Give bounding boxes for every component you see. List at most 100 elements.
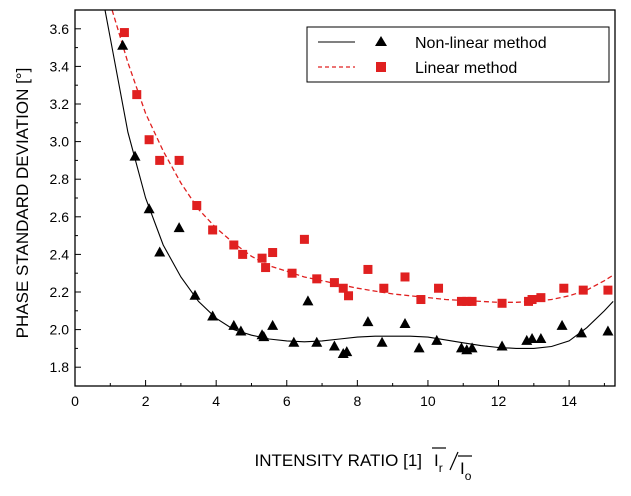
triangle-marker	[602, 325, 614, 336]
legend-label-non-linear: Non-linear method	[415, 35, 547, 52]
triangle-marker	[302, 295, 314, 306]
triangle-marker	[288, 336, 300, 347]
square-marker	[456, 296, 466, 306]
y-tick-label: 3.4	[50, 58, 70, 74]
square-marker	[155, 155, 165, 165]
square-marker	[578, 285, 588, 295]
triangle-marker	[173, 222, 185, 233]
y-tick-label: 2.0	[50, 322, 70, 338]
triangle-marker	[154, 246, 166, 257]
legend-item-non-linear: Non-linear method	[318, 35, 547, 52]
square-marker	[268, 248, 278, 258]
square-marker	[338, 283, 348, 293]
triangle-marker	[235, 325, 247, 336]
legend-label-linear: Linear method	[415, 60, 517, 77]
square-marker	[467, 296, 477, 306]
formula-i-o: I	[460, 459, 465, 478]
square-marker	[559, 283, 569, 293]
y-axis-title: PHASE STANDARD DEVIATION [°]	[13, 68, 32, 339]
formula-slash	[449, 451, 459, 471]
square-marker	[174, 155, 184, 165]
data-markers	[117, 28, 614, 359]
formula-numerator: Ir	[434, 451, 443, 475]
x-tick-label: 8	[353, 393, 361, 409]
triangle-marker	[556, 319, 568, 330]
square-marker	[363, 264, 373, 274]
formula-denominator: Io	[460, 459, 472, 483]
triangle-marker	[341, 346, 353, 357]
square-marker	[299, 234, 309, 244]
triangle-marker	[535, 333, 547, 343]
legend-box	[306, 26, 610, 83]
x-tick-label: 10	[420, 393, 436, 409]
triangle-marker	[228, 319, 240, 330]
triangle-marker	[129, 150, 141, 161]
triangle-marker	[399, 317, 411, 328]
fit-line-non-linear	[104, 9, 614, 349]
x-tick-label: 14	[561, 393, 577, 409]
square-marker	[238, 249, 248, 259]
square-marker	[229, 240, 239, 250]
triangle-marker	[362, 316, 374, 327]
triangle-marker	[376, 336, 388, 347]
y-tick-label: 3.6	[50, 21, 70, 37]
triangle-marker	[207, 310, 219, 321]
triangle-marker	[575, 327, 587, 338]
square-marker	[144, 135, 154, 145]
square-marker	[261, 263, 271, 273]
triangle-marker	[328, 340, 340, 351]
triangle-marker	[311, 336, 323, 347]
square-marker	[462, 296, 472, 306]
formula-sub-o: o	[465, 469, 472, 483]
y-tick-label: 1.8	[50, 359, 70, 375]
square-marker	[119, 28, 129, 38]
triangle-marker	[189, 289, 201, 300]
square-marker	[329, 278, 339, 288]
square-marker	[603, 285, 613, 295]
triangle-marker	[117, 39, 129, 50]
y-tick-label: 2.2	[50, 284, 70, 300]
square-marker	[497, 298, 507, 308]
triangle-marker	[431, 334, 443, 345]
triangle-marker	[267, 319, 279, 330]
legend-item-linear: Linear method	[318, 60, 517, 77]
legend-square-icon	[376, 62, 386, 72]
triangle-marker	[496, 340, 508, 351]
square-marker	[416, 295, 426, 305]
legend-triangle-icon	[375, 36, 387, 46]
tick-labels: 0 2 4 6 8 10 12 14 1.8 2.0 2.2 2.4 2.6 2.8 3.0 3.2 3.4 3.…	[50, 21, 578, 409]
triangle-marker	[258, 331, 270, 342]
x-tick-label: 4	[212, 393, 220, 409]
triangle-marker	[466, 342, 478, 353]
formula-i-r: I	[434, 451, 439, 470]
square-marker	[192, 201, 202, 211]
y-tick-label: 3.0	[50, 134, 70, 150]
triangle-marker	[143, 203, 155, 214]
y-tick-label: 2.4	[50, 246, 70, 262]
square-marker	[208, 225, 218, 235]
square-marker	[132, 90, 142, 100]
x-tick-label: 2	[142, 393, 150, 409]
square-marker	[257, 253, 267, 263]
square-marker	[400, 272, 410, 282]
x-tick-label: 12	[491, 393, 507, 409]
x-axis-title: INTENSITY RATIO [1]	[254, 451, 422, 470]
square-marker	[287, 268, 297, 278]
plot-frame	[74, 9, 616, 387]
square-marker	[434, 283, 444, 293]
x-axis-formula: Ir Io	[432, 447, 472, 483]
triangle-marker	[526, 333, 538, 343]
square-marker	[344, 291, 354, 301]
square-marker	[379, 283, 389, 293]
formula-sub-r: r	[439, 461, 443, 475]
square-marker	[536, 293, 546, 303]
y-tick-label: 2.8	[50, 171, 70, 187]
square-marker	[312, 274, 322, 284]
x-tick-label: 0	[71, 393, 79, 409]
triangle-marker	[413, 342, 425, 353]
x-tick-label: 6	[283, 393, 291, 409]
y-tick-label: 2.6	[50, 209, 70, 225]
legend: Non-linear method Linear method	[306, 26, 610, 83]
square-marker	[527, 295, 537, 305]
